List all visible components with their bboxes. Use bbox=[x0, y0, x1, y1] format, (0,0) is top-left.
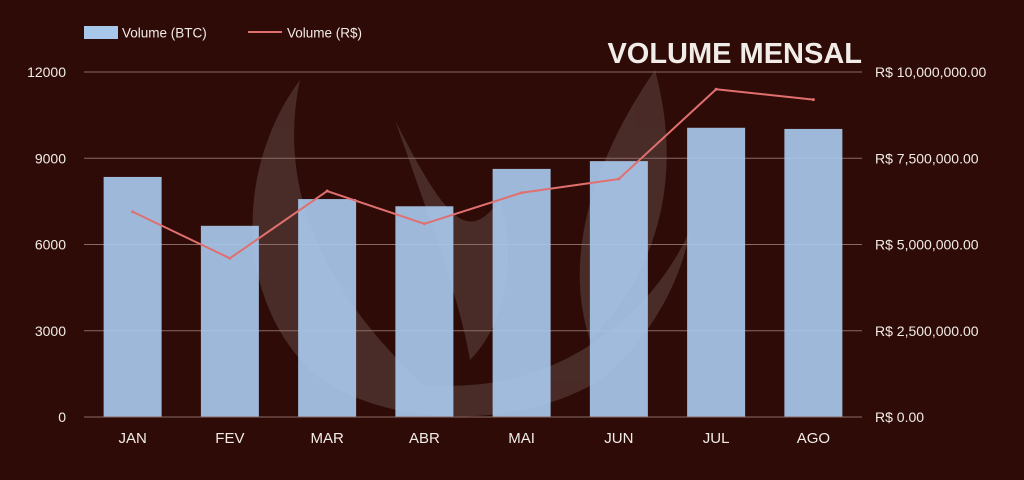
y-axis-left: 0 3000 6000 9000 12000 bbox=[27, 64, 66, 425]
bar-fev bbox=[200, 225, 259, 417]
legend: Volume (BTC) Volume (R$) bbox=[84, 26, 362, 41]
chart-title: VOLUME MENSAL bbox=[607, 38, 862, 70]
legend-label-brl: Volume (R$) bbox=[287, 26, 362, 41]
bars-volume-btc bbox=[103, 127, 843, 418]
x-tick-label: FEV bbox=[215, 430, 244, 447]
x-tick-label: AGO bbox=[797, 430, 830, 447]
line-point-mar bbox=[325, 189, 329, 193]
legend-label-btc: Volume (BTC) bbox=[122, 26, 207, 41]
line-point-abr bbox=[422, 222, 426, 226]
bar-jun bbox=[589, 161, 648, 417]
legend-swatch-btc bbox=[84, 26, 118, 39]
x-tick-label: JUL bbox=[703, 430, 730, 447]
bar-abr bbox=[395, 206, 454, 417]
y-left-tick-label: 0 bbox=[58, 409, 66, 425]
bar-jul bbox=[687, 127, 746, 418]
y-axis-right: R$ 0.00 R$ 2,500,000.00 R$ 5,000,000.00 R$ … bbox=[875, 64, 987, 425]
y-right-tick-label: R$ 0.00 bbox=[875, 409, 924, 425]
line-point-fev bbox=[228, 256, 232, 260]
bar-mai bbox=[492, 168, 551, 417]
line-point-jul bbox=[714, 87, 718, 91]
x-tick-label: MAI bbox=[508, 430, 535, 447]
line-point-mai bbox=[520, 191, 524, 195]
x-tick-label: ABR bbox=[409, 430, 440, 447]
line-point-jun bbox=[617, 177, 621, 181]
bar-mar bbox=[298, 199, 357, 417]
x-tick-label: JUN bbox=[604, 430, 633, 447]
line-series-brl bbox=[132, 88, 814, 260]
x-axis: JAN FEV MAR ABR MAI JUN JUL AGO bbox=[84, 416, 862, 447]
y-right-tick-label: R$ 10,000,000.00 bbox=[875, 64, 987, 80]
line-volume-brl bbox=[131, 87, 815, 260]
y-right-tick-label: R$ 7,500,000.00 bbox=[875, 150, 979, 166]
y-left-tick-label: 9000 bbox=[35, 150, 66, 166]
y-left-tick-label: 6000 bbox=[35, 237, 66, 253]
bar-jan bbox=[103, 176, 162, 417]
y-right-tick-label: R$ 2,500,000.00 bbox=[875, 323, 979, 339]
y-right-tick-label: R$ 5,000,000.00 bbox=[875, 237, 979, 253]
line-point-ago bbox=[811, 98, 815, 102]
y-left-tick-label: 3000 bbox=[35, 323, 66, 339]
bar-ago bbox=[784, 128, 843, 418]
x-tick-label: JAN bbox=[118, 430, 146, 447]
line-point-jan bbox=[131, 210, 135, 214]
y-left-tick-label: 12000 bbox=[27, 64, 66, 80]
x-tick-label: MAR bbox=[310, 430, 344, 447]
